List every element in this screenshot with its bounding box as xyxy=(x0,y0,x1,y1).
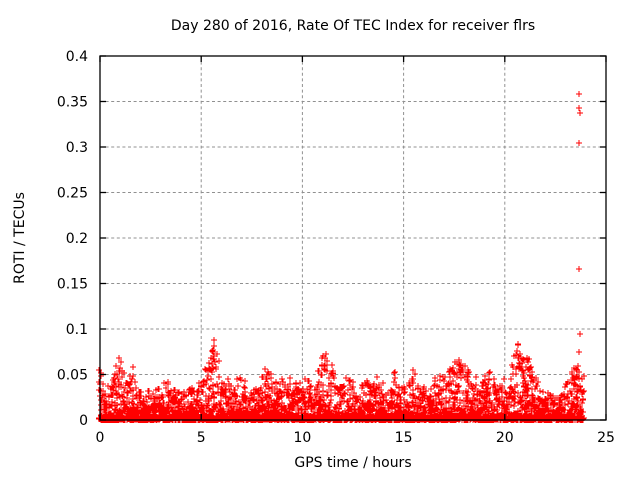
y-tick-label: 0.3 xyxy=(66,140,88,156)
y-tick-label: 0 xyxy=(79,413,88,429)
x-tick-label: 20 xyxy=(496,430,514,446)
chart-title: Day 280 of 2016, Rate Of TEC Index for r… xyxy=(171,18,535,34)
x-axis-label: GPS time / hours xyxy=(294,455,411,471)
y-tick-label: 0.2 xyxy=(66,231,88,247)
axis-tick-labels: 0 5 10 15 20 25 0 0.05 0.1 0.15 0.2 0.25 0.3 0.35 0.4 xyxy=(57,49,615,446)
x-tick-label: 0 xyxy=(96,430,105,446)
y-tick-label: 0.1 xyxy=(66,322,88,338)
x-tick-label: 5 xyxy=(197,430,206,446)
y-axis-label: ROTI / TECUs xyxy=(12,192,28,284)
scatter-series xyxy=(96,91,587,423)
plot-border xyxy=(99,55,607,421)
x-tick-label: 25 xyxy=(597,430,615,446)
x-tick-label: 10 xyxy=(293,430,311,446)
y-tick-label: 0.35 xyxy=(57,95,88,111)
gridlines xyxy=(100,56,606,420)
y-tick-label: 0.25 xyxy=(57,186,88,202)
x-tick-label: 15 xyxy=(395,430,413,446)
y-tick-label: 0.05 xyxy=(57,368,88,384)
y-tick-label: 0.15 xyxy=(57,277,88,293)
scatter-points xyxy=(96,91,587,423)
y-tick-label: 0.4 xyxy=(66,49,88,65)
